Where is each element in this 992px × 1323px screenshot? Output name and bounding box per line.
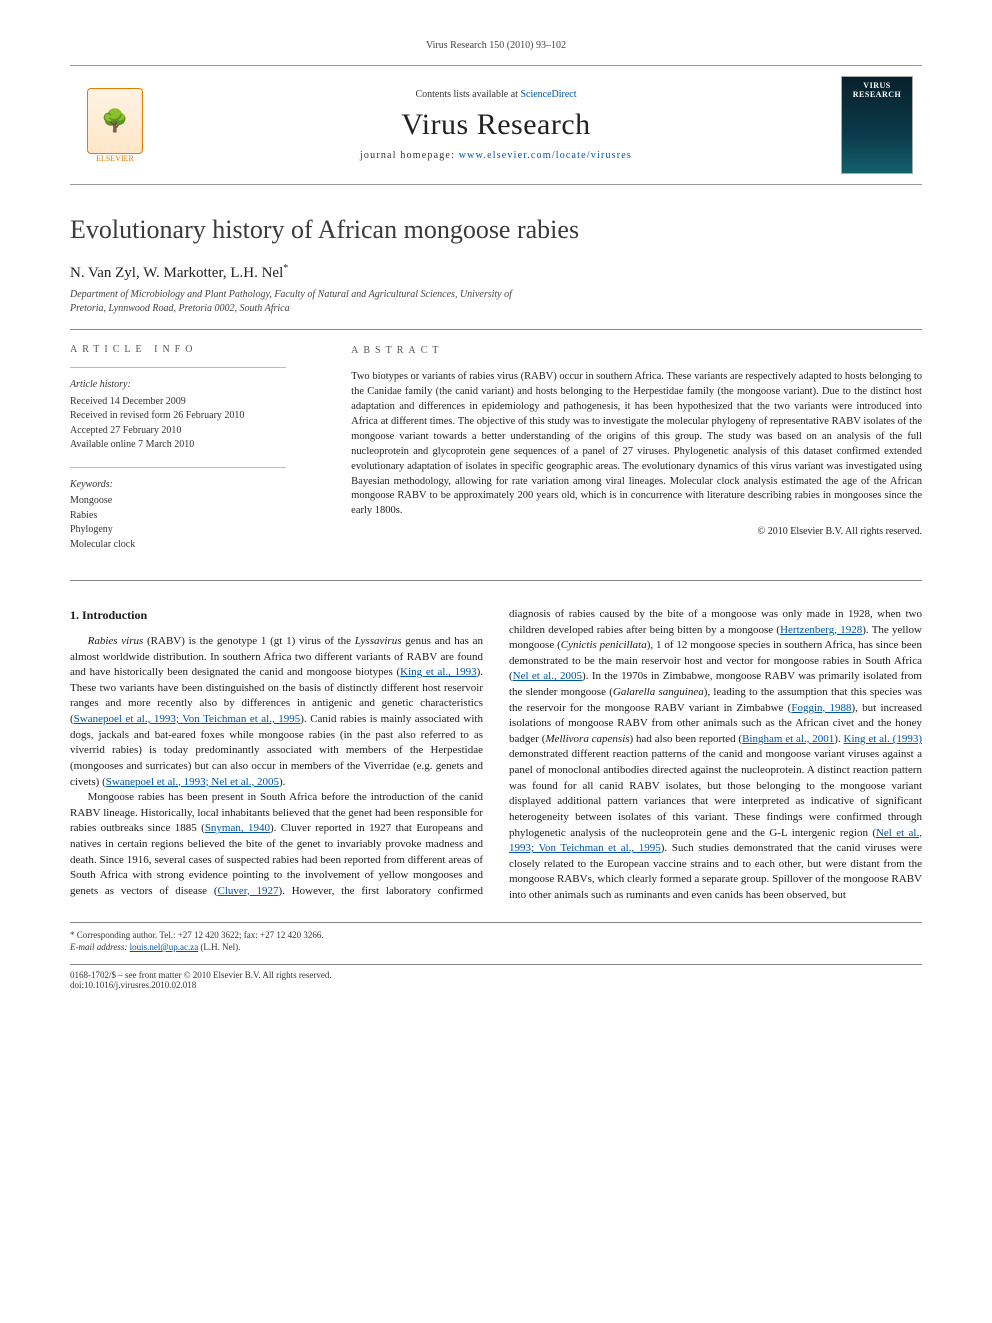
taxon: Galarella sanguinea (613, 686, 704, 698)
footnotes: * Corresponding author. Tel.: +27 12 420… (70, 922, 922, 954)
taxon: Cynictis penicillata (561, 639, 647, 651)
citation-link[interactable]: Snyman, 1940 (205, 822, 270, 834)
taxon: Lyssavirus (355, 635, 402, 647)
citation-link[interactable]: Swanepoel et al., 1993; Nel et al., 2005 (106, 776, 279, 788)
front-matter-line: 0168-1702/$ – see front matter © 2010 El… (70, 970, 922, 980)
history-label: Article history: (70, 378, 333, 393)
email-label: E-mail address: (70, 942, 127, 952)
publisher-logo-area: 🌳 ELSEVIER (70, 66, 160, 184)
bottom-bar: 0168-1702/$ – see front matter © 2010 El… (70, 964, 922, 990)
publisher-name: ELSEVIER (96, 154, 134, 163)
citation-link[interactable]: King et al., 1993 (400, 666, 476, 678)
journal-homepage-line: journal homepage: www.elsevier.com/locat… (360, 150, 632, 161)
elsevier-logo: 🌳 ELSEVIER (80, 75, 150, 175)
doi-line: doi:10.1016/j.virusres.2010.02.018 (70, 980, 922, 990)
taxon: Rabies virus (88, 635, 144, 647)
email-who: (L.H. Nel). (200, 942, 240, 952)
history-online: Available online 7 March 2010 (70, 438, 333, 453)
keyword: Phylogeny (70, 523, 333, 538)
citation-link[interactable]: Hertzenberg, 1928 (780, 624, 862, 636)
running-header: Virus Research 150 (2010) 93–102 (70, 40, 922, 51)
citation-link[interactable]: Swanepoel et al., 1993; Von Teichman et … (74, 713, 301, 725)
corresponding-mark: * (283, 263, 288, 274)
abstract-text: Two biotypes or variants of rabies virus… (351, 370, 922, 519)
citation-link[interactable]: Cluver, 1927 (218, 885, 279, 897)
info-divider (70, 467, 286, 468)
body-columns: 1. Introduction Rabies virus (RABV) is t… (70, 607, 922, 904)
history-revised: Received in revised form 26 February 201… (70, 409, 333, 424)
journal-banner: 🌳 ELSEVIER Contents lists available at S… (70, 65, 922, 185)
intro-paragraph-1: Rabies virus (RABV) is the genotype 1 (g… (70, 634, 483, 790)
journal-title: Virus Research (401, 108, 590, 142)
authors-names: N. Van Zyl, W. Markotter, L.H. Nel (70, 265, 283, 281)
article-history-block: Article history: Received 14 December 20… (70, 378, 333, 453)
citation-link[interactable]: Foggin, 1988 (791, 702, 851, 714)
elsevier-tree-icon: 🌳 (87, 88, 143, 154)
contents-available-line: Contents lists available at ScienceDirec… (415, 89, 576, 100)
info-abstract-block: article info Article history: Received 1… (70, 329, 922, 581)
citation-link[interactable]: King et al. (1993) (844, 733, 922, 745)
history-received: Received 14 December 2009 (70, 395, 333, 410)
info-divider (70, 367, 286, 368)
banner-center: Contents lists available at ScienceDirec… (160, 66, 832, 184)
cover-banner-text: VIRUS RESEARCH (846, 81, 908, 99)
keyword: Molecular clock (70, 538, 333, 553)
sciencedirect-link[interactable]: ScienceDirect (520, 89, 576, 100)
taxon: Mellivora capensis (545, 733, 629, 745)
affiliation: Department of Microbiology and Plant Pat… (70, 288, 539, 315)
history-accepted: Accepted 27 February 2010 (70, 424, 333, 439)
contents-prefix: Contents lists available at (415, 89, 520, 100)
homepage-prefix: journal homepage: (360, 150, 459, 161)
keywords-block: Keywords: Mongoose Rabies Phylogeny Mole… (70, 478, 333, 553)
section-heading-introduction: 1. Introduction (70, 607, 483, 624)
article-title: Evolutionary history of African mongoose… (70, 215, 922, 245)
article-info-column: article info Article history: Received 1… (70, 330, 351, 580)
citation-link[interactable]: Nel et al., 2005 (513, 670, 582, 682)
abstract-column: abstract Two biotypes or variants of rab… (351, 330, 922, 580)
article-info-heading: article info (70, 344, 333, 355)
email-footnote: E-mail address: louis.nel@up.ac.za (L.H.… (70, 941, 922, 954)
keyword: Mongoose (70, 494, 333, 509)
corresponding-author-footnote: * Corresponding author. Tel.: +27 12 420… (70, 929, 922, 942)
keyword: Rabies (70, 509, 333, 524)
journal-cover-thumbnail: VIRUS RESEARCH (841, 76, 913, 174)
journal-homepage-link[interactable]: www.elsevier.com/locate/virusres (459, 150, 632, 161)
authors-line: N. Van Zyl, W. Markotter, L.H. Nel* (70, 263, 922, 282)
abstract-copyright: © 2010 Elsevier B.V. All rights reserved… (351, 525, 922, 539)
email-link[interactable]: louis.nel@up.ac.za (130, 942, 199, 952)
keywords-label: Keywords: (70, 478, 333, 493)
abstract-heading: abstract (351, 344, 922, 358)
cover-thumb-area: VIRUS RESEARCH (832, 66, 922, 184)
page: Virus Research 150 (2010) 93–102 🌳 ELSEV… (0, 0, 992, 1040)
citation-link[interactable]: Bingham et al., 2001 (742, 733, 834, 745)
